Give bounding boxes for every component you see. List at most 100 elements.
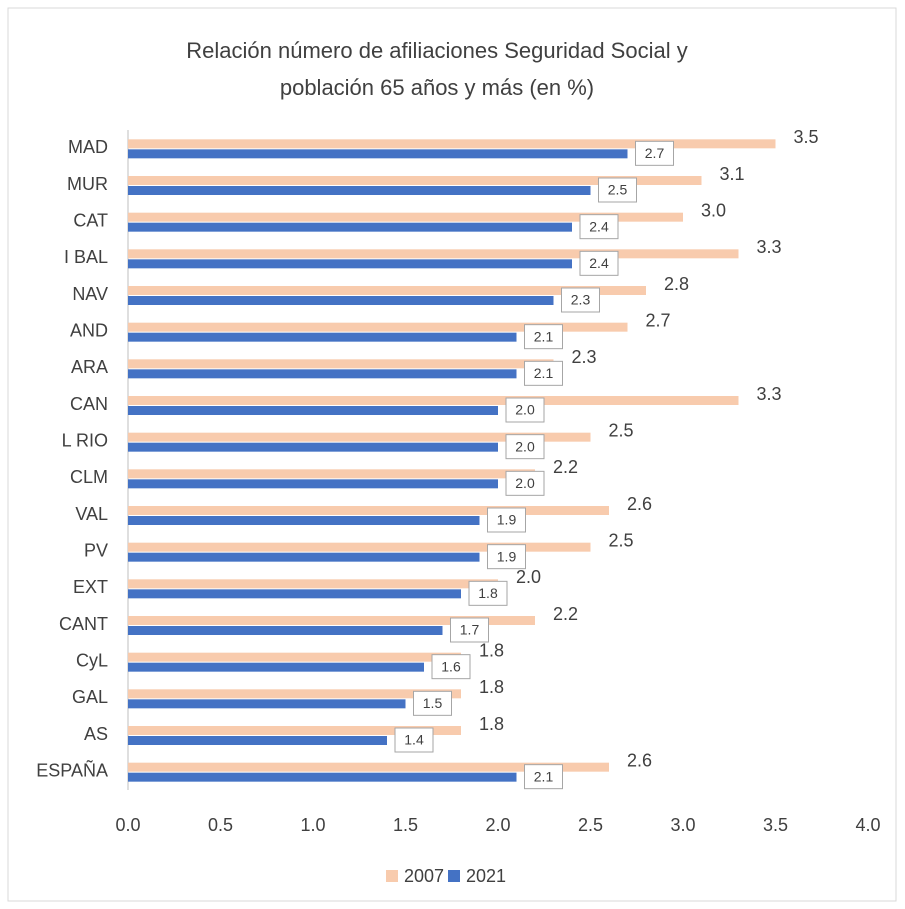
bar: [128, 469, 535, 479]
y-tick-label: L RIO: [62, 430, 108, 450]
x-tick-label: 0.0: [115, 815, 140, 835]
y-tick-label: MAD: [68, 137, 108, 157]
data-label-box: [431, 654, 471, 680]
chart-title: población 65 años y más (en %): [280, 75, 594, 100]
bar: [128, 139, 776, 149]
y-tick-label: CAT: [73, 210, 108, 230]
bar: [128, 772, 517, 782]
x-tick-label: 3.5: [763, 815, 788, 835]
bar: [128, 259, 572, 269]
data-label: 1.8: [479, 714, 504, 734]
bar: [128, 479, 498, 489]
bar: [128, 699, 406, 709]
bar: [128, 542, 591, 552]
bar: [128, 322, 628, 332]
bar: [128, 432, 591, 442]
data-label: 2.2: [553, 604, 578, 624]
y-tick-label: NAV: [72, 284, 108, 304]
data-label-box: [487, 544, 526, 570]
data-label-box: [561, 287, 600, 313]
data-label: 2.7: [646, 310, 671, 330]
y-tick-label: GAL: [72, 687, 108, 707]
y-tick-label: I BAL: [64, 247, 108, 267]
data-label: 2.5: [609, 530, 634, 550]
data-label: 3.5: [794, 127, 819, 147]
y-tick-label: ESPAÑA: [36, 759, 108, 780]
data-label: 2.2: [553, 457, 578, 477]
data-label-box: [505, 470, 545, 496]
data-label: 2.1: [534, 328, 554, 344]
y-tick-label: ARA: [71, 357, 108, 377]
chart-title: Relación número de afiliaciones Segurida…: [186, 38, 687, 63]
y-tick-label: CANT: [59, 614, 108, 634]
data-label: 2.3: [571, 292, 591, 308]
data-label: 2.4: [589, 218, 609, 234]
data-label: 1.8: [479, 677, 504, 697]
bar: [128, 626, 443, 635]
data-label-box: [579, 214, 619, 240]
bar: [128, 186, 591, 195]
data-label: 2.5: [609, 420, 634, 440]
bar: [128, 442, 498, 452]
data-label: 2.6: [627, 494, 652, 514]
data-label-box: [579, 250, 619, 276]
y-tick-label: CAN: [70, 394, 108, 414]
bar: [128, 662, 424, 672]
legend-label: 2007: [404, 866, 444, 886]
x-tick-label: 1.5: [393, 815, 418, 835]
data-label: 1.9: [497, 512, 517, 528]
data-label: 2.5: [608, 182, 628, 198]
data-label: 2.0: [516, 567, 541, 587]
data-label: 3.1: [720, 164, 745, 184]
data-label-box: [487, 507, 526, 533]
data-label-box: [394, 727, 434, 753]
bar: [128, 212, 683, 222]
data-label-box: [450, 617, 489, 643]
data-label-box: [413, 690, 452, 716]
bar: [128, 652, 461, 662]
bar: [128, 176, 702, 185]
data-label: 3.3: [757, 237, 782, 257]
data-label: 1.6: [441, 658, 461, 674]
data-label: 1.4: [404, 732, 424, 748]
data-label-box: [524, 360, 563, 386]
x-tick-label: 3.0: [670, 815, 695, 835]
data-label-box: [598, 177, 637, 203]
bar: [128, 616, 535, 625]
y-tick-label: AS: [84, 724, 108, 744]
x-tick-label: 4.0: [855, 815, 880, 835]
bar: [128, 762, 609, 772]
bar: [128, 222, 572, 232]
data-label: 3.0: [701, 200, 726, 220]
legend-swatch: [448, 870, 460, 882]
y-tick-label: CLM: [70, 467, 108, 487]
data-label-box: [524, 764, 563, 790]
data-label: 1.5: [423, 695, 443, 711]
data-label: 1.9: [497, 548, 517, 564]
x-tick-label: 0.5: [208, 815, 233, 835]
bar: [128, 396, 739, 405]
data-label: 3.3: [757, 384, 782, 404]
y-tick-label: MUR: [67, 174, 108, 194]
bar: [128, 286, 646, 295]
data-label: 2.1: [534, 768, 554, 784]
data-label: 2.0: [515, 402, 535, 418]
bar: [128, 506, 609, 515]
bar: [128, 369, 517, 379]
y-tick-label: VAL: [75, 504, 108, 524]
x-tick-label: 1.0: [300, 815, 325, 835]
data-label-box: [468, 580, 508, 606]
bar: [128, 689, 461, 699]
bar: [128, 249, 739, 259]
bar: [128, 726, 461, 735]
y-tick-label: EXT: [73, 577, 108, 597]
bar: [128, 296, 554, 305]
x-tick-label: 2.5: [578, 815, 603, 835]
data-label: 1.7: [460, 622, 480, 638]
data-label: 2.3: [572, 347, 597, 367]
data-label-box: [505, 397, 545, 423]
y-tick-label: CyL: [76, 650, 108, 670]
bar: [128, 589, 461, 599]
bar: [128, 359, 554, 369]
bar: [128, 149, 628, 159]
